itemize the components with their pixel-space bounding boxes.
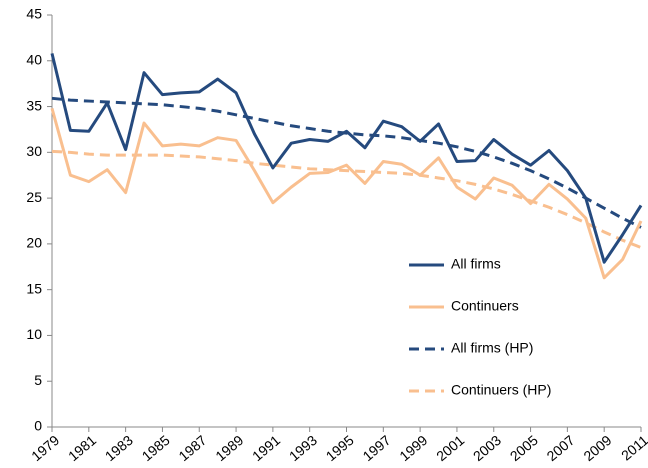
legend-label: All firms (HP) [451,340,533,356]
x-tick-label: 2011 [618,432,648,464]
y-tick-label: 15 [26,280,42,296]
series-line [50,53,643,264]
x-tick-label: 2005 [507,432,541,464]
y-tick-label: 45 [26,6,42,22]
x-tick-label: 1979 [28,432,62,464]
x-tick-label: 1993 [286,432,320,464]
y-tick-label: 40 [26,51,42,67]
x-tick-label: 1983 [102,432,136,464]
series-line [51,96,642,229]
x-tick-label: 2009 [580,432,614,464]
x-tick-label: 1995 [323,432,357,464]
x-tick-label: 1981 [65,432,99,464]
y-tick-label: 25 [26,189,42,205]
y-tick-label: 35 [26,97,42,113]
x-tick-label: 2007 [544,432,578,464]
legend-label: All firms [451,256,501,272]
series-line [50,107,643,280]
y-tick-label: 5 [34,372,42,388]
x-tick-label: 1987 [175,432,209,464]
y-tick-label: 20 [26,235,42,251]
x-tick-label: 2001 [433,432,467,464]
x-tick-label: 1989 [212,432,246,464]
x-tick-label: 1991 [249,432,283,464]
legend-label: Continuers [451,298,519,314]
y-tick-label: 0 [34,418,42,434]
x-tick-label: 1997 [359,432,393,464]
legend-label: Continuers (HP) [451,382,551,398]
y-tick-label: 30 [26,143,42,159]
series-line [51,149,642,249]
x-tick-label: 2003 [470,432,504,464]
x-tick-label: 1985 [139,432,173,464]
x-tick-label: 1999 [396,432,430,464]
y-tick-label: 10 [26,326,42,342]
legend-box [385,244,567,410]
